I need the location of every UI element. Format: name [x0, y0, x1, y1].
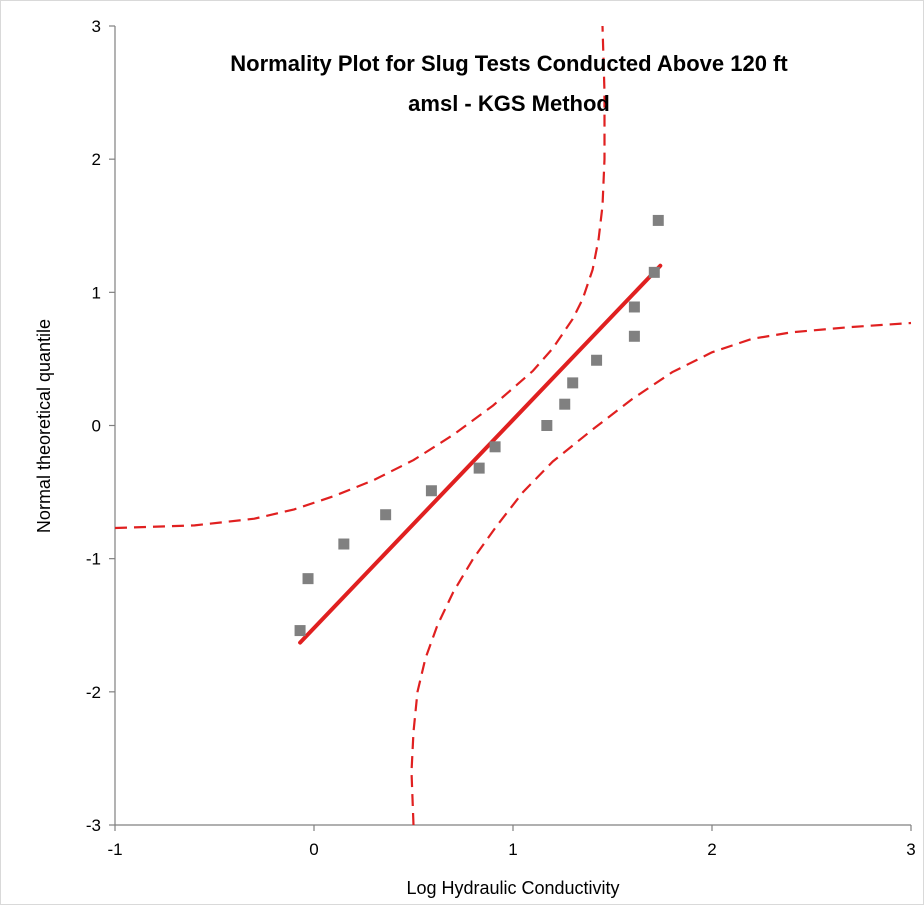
- x-tick-label: 1: [508, 840, 517, 859]
- y-tick-label: 2: [92, 150, 101, 169]
- fit-line: [298, 263, 663, 645]
- data-point: [489, 441, 501, 453]
- data-point: [567, 377, 579, 389]
- data-point: [302, 573, 314, 585]
- lower-confidence-band: [410, 321, 912, 825]
- y-axis-title: Normal theoretical quantile: [34, 319, 54, 533]
- data-point: [652, 214, 664, 226]
- y-tick-label: -2: [86, 683, 101, 702]
- data-point: [425, 485, 437, 497]
- data-point: [294, 625, 306, 637]
- data-point: [628, 330, 640, 342]
- x-tick-label: 3: [906, 840, 915, 859]
- chart-title-line-2: amsl - KGS Method: [408, 91, 610, 116]
- y-tick-label: -3: [86, 816, 101, 835]
- data-point: [628, 301, 640, 313]
- data-point: [541, 420, 553, 431]
- data-point: [591, 354, 603, 366]
- data-point: [648, 266, 660, 278]
- data-point: [473, 462, 485, 474]
- x-tick-label: 2: [707, 840, 716, 859]
- y-tick-label: 3: [92, 17, 101, 36]
- y-tick-label: 0: [92, 417, 101, 436]
- x-tick-label: -1: [107, 840, 122, 859]
- x-axis-title: Log Hydraulic Conductivity: [406, 878, 619, 898]
- y-tick-label: -1: [86, 550, 101, 569]
- chart-title-line-1: Normality Plot for Slug Tests Conducted …: [230, 51, 788, 76]
- data-point: [338, 538, 350, 550]
- plot-area: [115, 25, 912, 825]
- upper-confidence-band: [115, 25, 606, 530]
- data-point: [559, 398, 571, 410]
- axes: -1 0 1 2 3 -3 -2 -1 0 1 2 3: [86, 17, 916, 859]
- x-tick-label: 0: [309, 840, 318, 859]
- data-point: [380, 509, 392, 521]
- y-tick-label: 1: [92, 283, 101, 302]
